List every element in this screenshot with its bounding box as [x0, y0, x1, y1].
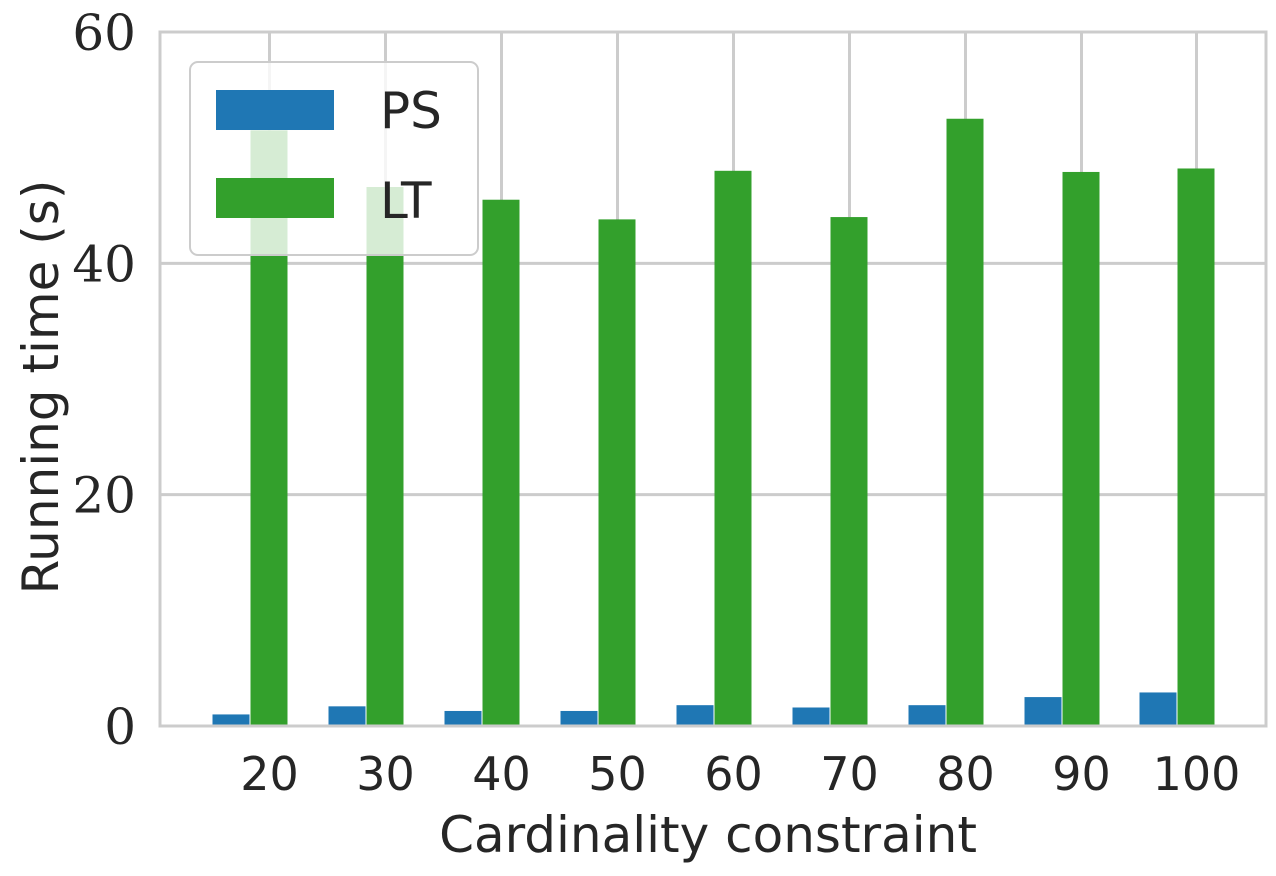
legend-label-ps: PS	[380, 82, 442, 140]
bar-ps-40	[444, 710, 482, 726]
legend: PS LT	[189, 61, 479, 256]
bar-ps-60	[676, 705, 714, 726]
bar-ps-80	[908, 705, 946, 726]
legend-swatch-lt	[216, 178, 334, 218]
legend-label-lt: LT	[380, 172, 432, 230]
y-tick-label: 40	[72, 235, 136, 293]
bar-lt-30	[366, 186, 404, 726]
y-axis-label: Running time (s)	[12, 180, 70, 595]
y-tick-label: 0	[104, 698, 136, 756]
bar-ps-30	[328, 706, 366, 726]
x-axis-label: Cardinality constraint	[439, 806, 977, 864]
bar-lt-40	[482, 199, 520, 726]
x-tick-labels: 20 30 40 50 60 70 80 90 100	[240, 747, 1240, 801]
bar-ps-20	[212, 714, 250, 726]
x-tick-label: 40	[472, 747, 531, 801]
bar-lt-80	[946, 118, 984, 726]
x-tick-label: 90	[1052, 747, 1111, 801]
x-tick-label: 70	[820, 747, 879, 801]
bar-ps-90	[1024, 697, 1062, 726]
legend-swatch-ps	[216, 90, 334, 130]
bar-lt-90	[1062, 171, 1100, 726]
bar-lt-60	[714, 170, 752, 727]
y-tick-labels: 0 20 40 60	[72, 4, 136, 756]
bar-lt-50	[598, 219, 636, 726]
bar-ps-70	[792, 707, 830, 726]
bar-lt-100	[1177, 168, 1215, 726]
x-tick-label: 80	[936, 747, 995, 801]
bar-lt-70	[830, 217, 868, 727]
bar-ps-100	[1139, 692, 1177, 726]
bar-ps-50	[560, 710, 598, 726]
y-tick-label: 60	[72, 4, 136, 62]
x-tick-label: 60	[704, 747, 763, 801]
x-tick-label: 100	[1153, 747, 1241, 801]
y-tick-label: 20	[72, 467, 136, 525]
plot-frame	[158, 30, 1268, 728]
x-tick-label: 50	[588, 747, 647, 801]
x-tick-label: 30	[356, 747, 415, 801]
x-tick-label: 20	[240, 747, 299, 801]
